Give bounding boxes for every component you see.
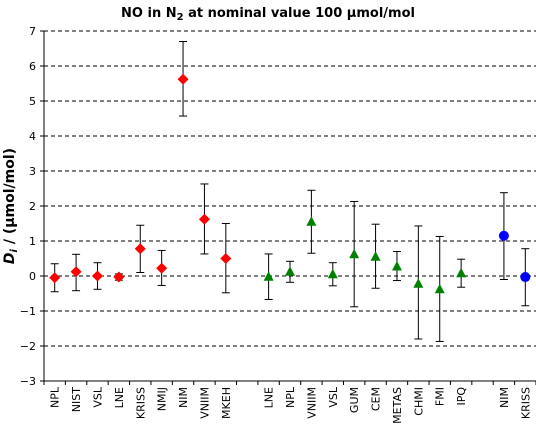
data-point-triangle <box>413 278 424 288</box>
x-tick-label: CEM <box>370 387 383 411</box>
x-tick-label: IPQ <box>455 387 468 406</box>
data-point-triangle <box>306 216 317 226</box>
y-tick-label: 0 <box>29 270 36 283</box>
x-tick-label: KRISS <box>519 387 532 419</box>
data-point-triangle <box>456 267 467 278</box>
y-tick-label: 6 <box>29 60 36 73</box>
data-point-diamond <box>113 271 125 283</box>
x-tick-label: KRISS <box>134 387 147 419</box>
data-point-diamond <box>198 213 210 225</box>
x-tick-label: VSL <box>327 386 340 408</box>
x-tick-label: NPL <box>49 386 62 408</box>
data-point-diamond <box>220 253 232 264</box>
y-tick-label: 3 <box>29 165 36 178</box>
data-point-diamond <box>134 243 146 255</box>
y-tick-label: 2 <box>29 200 36 213</box>
x-tick-label: VNIIM <box>305 387 318 419</box>
y-tick-label: −3 <box>20 375 36 388</box>
data-point-diamond <box>49 272 61 284</box>
y-tick-label: −2 <box>20 340 36 353</box>
x-tick-label: GUM <box>348 387 361 413</box>
x-tick-label: NIST <box>70 387 83 412</box>
y-tick-label: 7 <box>29 25 36 38</box>
chart-title: NO in N2 at nominal value 100 µmol/mol <box>121 6 415 23</box>
x-tick-label: METAS <box>391 387 404 424</box>
data-point-diamond <box>156 262 168 274</box>
data-point-diamond <box>91 270 103 282</box>
x-tick-label: NMIJ <box>156 387 169 411</box>
data-point-triangle <box>263 271 274 281</box>
data-point-circle <box>498 230 509 241</box>
data-point-triangle <box>349 248 360 259</box>
x-tick-label: CHMI <box>412 387 425 416</box>
y-tick-label: −1 <box>20 305 36 318</box>
data-point-diamond <box>70 266 82 278</box>
x-tick-label: LNE <box>263 387 276 408</box>
data-point-triangle <box>285 266 295 276</box>
data-point-circle <box>520 272 531 283</box>
y-tick-label: 4 <box>29 130 36 143</box>
data-point-triangle <box>391 261 402 271</box>
x-tick-label: VSL <box>91 386 104 408</box>
data-point-triangle <box>327 268 338 279</box>
data-point-triangle <box>434 283 445 294</box>
y-tick-label: 1 <box>29 235 36 248</box>
x-tick-label: NIM <box>177 387 190 408</box>
y-axis-label: Di / (µmol/mol) <box>2 148 20 264</box>
x-tick-label: MKEH <box>220 387 233 419</box>
x-tick-label: LNE <box>113 387 126 408</box>
data-point-diamond <box>177 73 189 85</box>
x-tick-label: NPL <box>284 386 297 408</box>
x-tick-label: NIM <box>498 387 511 408</box>
x-tick-label: VNIIM <box>198 387 211 419</box>
data-point-triangle <box>370 251 381 261</box>
x-tick-label: FMI <box>434 387 447 406</box>
plot-area: −3 −2 −1 0 1 2 3 4 5 6 7 NPL NIST VSL LNE KRISS NMIJ NIM V… <box>20 25 536 424</box>
y-tick-label: 5 <box>29 95 36 108</box>
